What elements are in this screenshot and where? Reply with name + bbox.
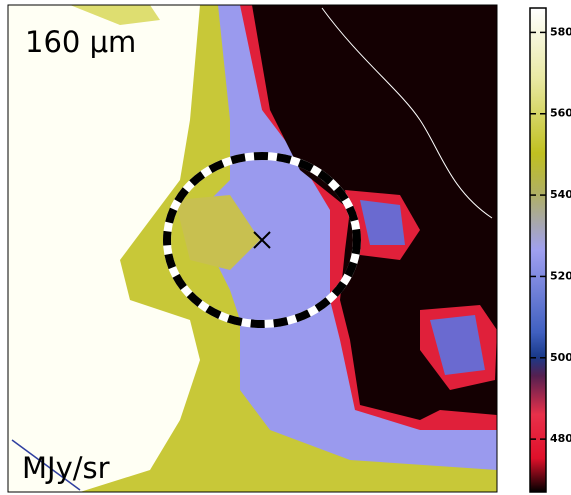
tick-label: 500 (550, 351, 571, 364)
tick-label: 580 (550, 25, 571, 38)
band-label: 160 μm (25, 25, 136, 59)
sky-image (8, 5, 497, 492)
colorbar (529, 7, 547, 493)
tick-label: 520 (550, 269, 571, 282)
tick-label: 480 (550, 432, 571, 445)
tick-label: 560 (550, 107, 571, 120)
tick-label: 540 (550, 188, 571, 201)
image-frame (7, 4, 498, 493)
unit-label: MJy/sr (22, 451, 110, 485)
